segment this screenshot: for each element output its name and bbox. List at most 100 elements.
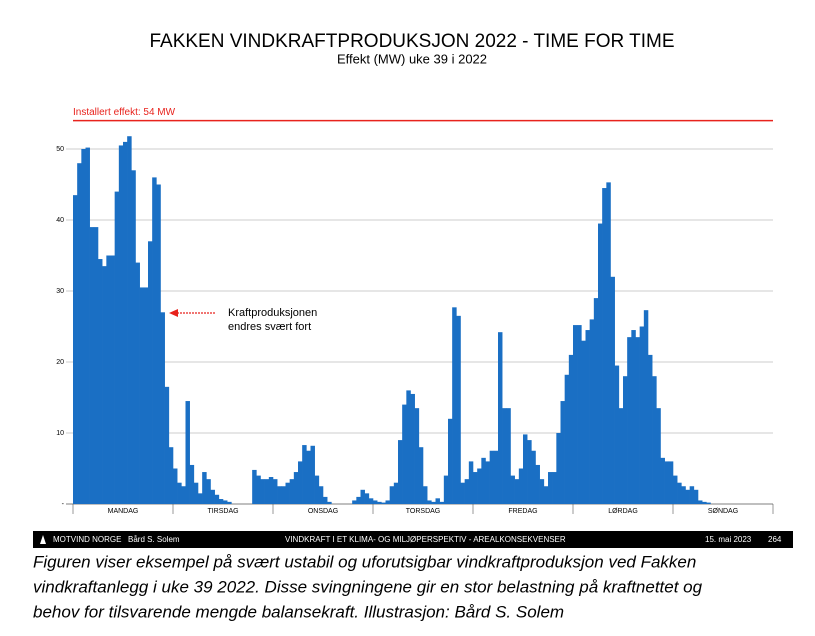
bar [298,461,303,504]
bar [668,461,674,504]
y-tick-label: 50 [56,146,64,153]
bar [539,479,545,504]
y-tick-label: 10 [56,430,64,437]
bar [306,450,311,504]
bar [623,376,628,504]
bar [135,262,140,504]
reference-label: Installert effekt: 54 MW [73,107,176,118]
bar [81,149,86,504]
bar [310,445,315,504]
bar [214,494,220,504]
bar [393,482,399,504]
bar [377,501,382,504]
bar [189,464,195,504]
bar [573,325,578,504]
bar [160,312,165,504]
chart-subtitle: Effekt (MW) uke 39 i 2022 [337,51,487,66]
bar [606,182,611,504]
bar [327,501,332,504]
bar [352,500,357,504]
bar [698,500,703,504]
bar [681,486,686,504]
y-tick-label: 20 [56,359,64,366]
bar [564,374,570,504]
bar [406,390,411,504]
bar [260,479,265,504]
bar [323,496,328,504]
bar [664,461,670,504]
bar [468,461,474,504]
bar [527,440,532,504]
caption-line: vindkraftanlegg i uke 39 2022. Disse svi… [33,577,703,596]
bar [627,337,632,504]
annotation: Kraftproduksjonen [228,307,317,319]
caption-line: Figuren viser eksempel på svært ustabil … [33,552,696,571]
bar [73,195,78,504]
bar [518,468,524,504]
bar [293,472,299,504]
bar [110,255,115,504]
bar [127,136,132,504]
bar [414,408,420,504]
bar [93,227,99,504]
bar [502,408,507,504]
bar [206,479,211,504]
bar [277,486,282,504]
bar [618,408,624,504]
bar [89,227,95,504]
bar [185,401,190,504]
bar [702,501,707,504]
arrow-head [169,309,178,317]
bar [477,468,482,504]
bar [443,475,449,504]
bar [643,310,649,504]
bar [252,469,257,504]
bar [514,479,520,504]
bar [556,433,561,504]
bar [177,482,182,504]
bar [568,354,574,504]
bar [648,354,653,504]
bar [227,501,232,504]
footer-page: 264 [768,535,782,544]
bar [168,447,174,504]
caption-line: behov for tilsvarende mengde balansekraf… [33,602,564,621]
x-tick-label: ONSDAG [308,508,338,515]
bar [148,241,153,505]
chart-title: FAKKEN VINDKRAFTPRODUKSJON 2022 - TIME F… [149,31,674,52]
bar [548,472,553,504]
bar [202,472,207,504]
bar [489,450,495,504]
x-tick-label: SØNDAG [708,508,738,515]
bar [677,482,682,504]
x-tick-label: TORSDAG [406,508,441,515]
bar [181,486,186,504]
bar [402,404,407,504]
bar [652,376,657,504]
x-tick-label: LØRDAG [608,508,638,515]
bar [398,440,403,504]
x-tick-label: TIRSDAG [207,508,238,515]
bar [523,434,528,504]
bar [510,475,515,504]
bar [368,498,374,504]
bar [660,457,665,504]
bar [639,326,645,504]
bar [598,223,603,505]
footer-author: Bård S. Solem [128,535,180,544]
bar [264,479,270,504]
bar [410,393,415,504]
x-tick-label: FREDAG [508,508,537,515]
bar [381,502,386,504]
bar [635,337,640,504]
bar [610,276,615,504]
bar [418,447,424,504]
bar [131,170,136,505]
y-tick-label: - [62,501,65,508]
bar [689,486,695,504]
bar [493,450,499,504]
bar [460,482,465,504]
bar [423,486,428,504]
bar [693,489,699,504]
